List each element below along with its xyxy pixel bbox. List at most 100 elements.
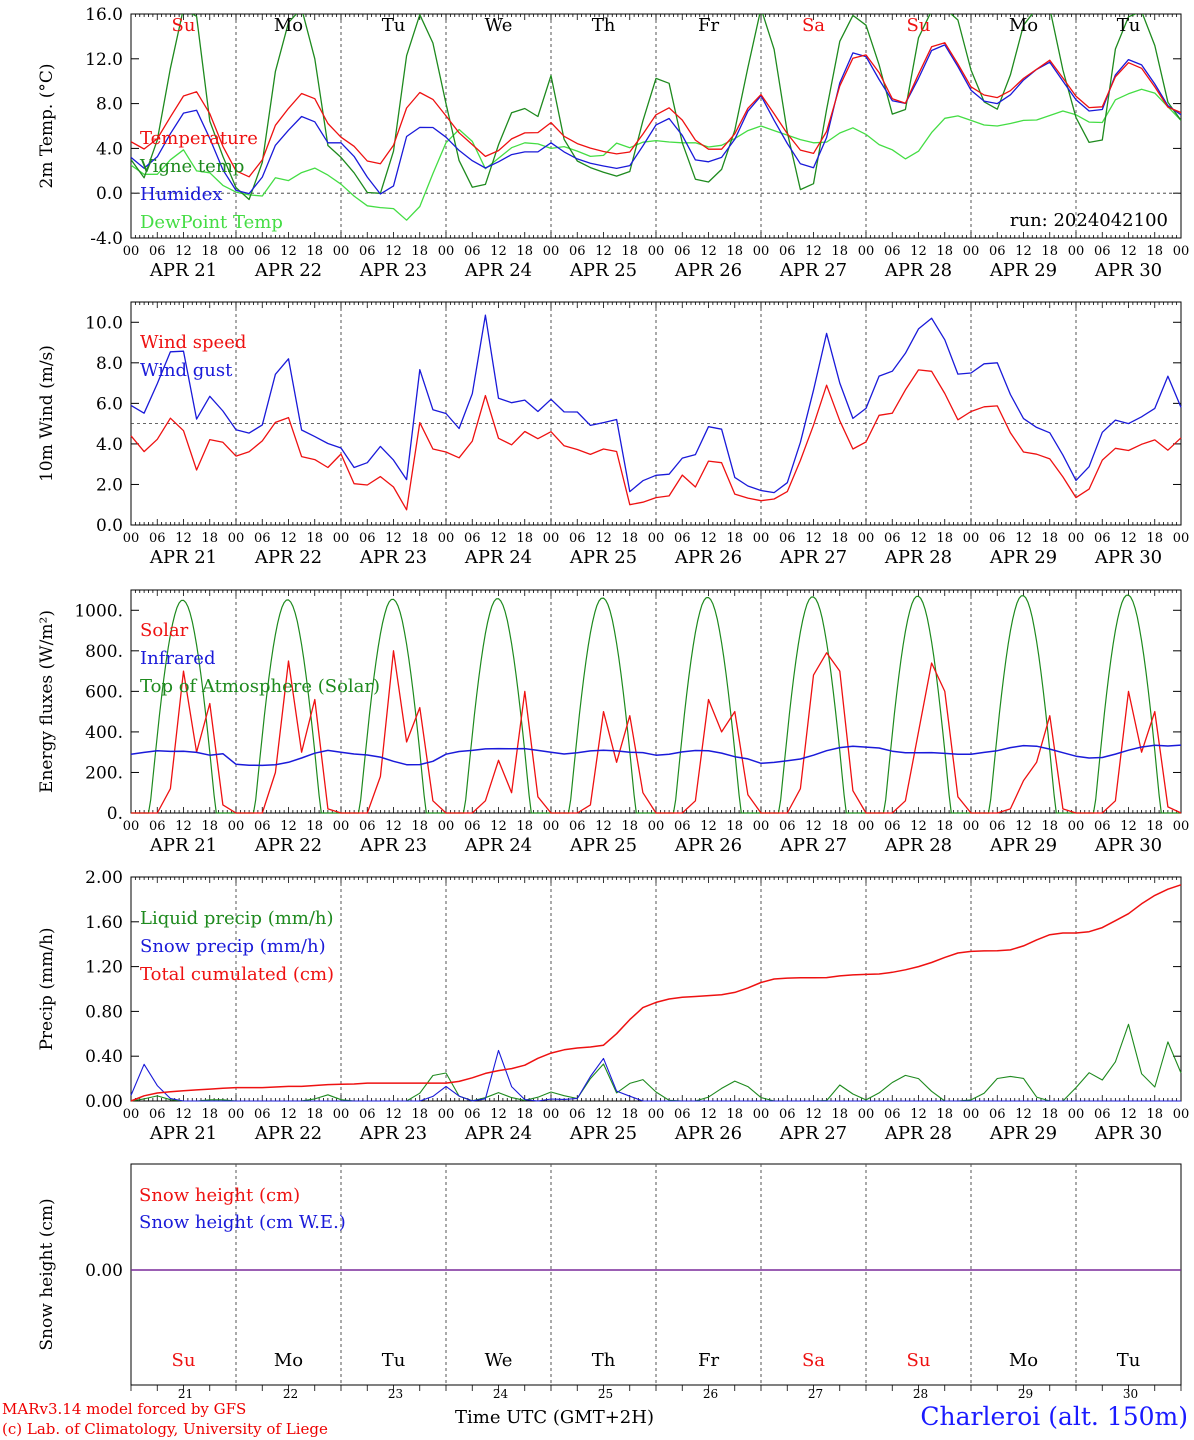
hour-tick-label: 06 — [254, 1107, 271, 1122]
y-tick-label: 4.0 — [96, 435, 123, 455]
hour-tick-label: 00 — [753, 819, 770, 834]
legend-entry: DewPoint Temp — [140, 212, 283, 233]
weekday-label: We — [485, 1350, 513, 1371]
date-label: APR 25 — [569, 1123, 637, 1144]
hour-tick-label: 18 — [516, 1107, 533, 1122]
hour-tick-label: 18 — [831, 1107, 848, 1122]
date-label: APR 26 — [674, 260, 742, 281]
legend-entry: Snow height (cm) — [139, 1185, 300, 1206]
weekday-label: Su — [172, 15, 196, 36]
hour-tick-label: 18 — [831, 531, 848, 546]
infrared-line — [130, 744, 1182, 767]
day-number-label: 23 — [388, 1387, 403, 1400]
date-label: APR 29 — [989, 835, 1057, 856]
hour-tick-label: 00 — [648, 819, 665, 834]
hour-tick-label: 00 — [543, 1107, 560, 1122]
hour-tick-label: 06 — [1094, 819, 1111, 834]
date-label: APR 30 — [1094, 547, 1162, 568]
y-tick-label: 16.0 — [85, 5, 123, 25]
legend-entry: Snow precip (mm/h) — [140, 936, 326, 957]
hour-tick-label: 12 — [595, 531, 612, 546]
hour-tick-label: 12 — [385, 819, 402, 834]
hour-tick-label: 00 — [753, 1107, 770, 1122]
hour-tick-label: 12 — [1015, 1107, 1032, 1122]
hour-tick-label: 18 — [411, 1107, 428, 1122]
hour-tick-label: 00 — [228, 1107, 245, 1122]
hour-tick-label: 12 — [280, 244, 297, 259]
weekday-label: Tu — [1117, 15, 1141, 36]
hour-tick-label: 18 — [201, 819, 218, 834]
wind-speed-line — [130, 369, 1182, 511]
hour-tick-label: 00 — [858, 819, 875, 834]
series-line-0 — [131, 42, 1181, 178]
hour-tick-label: 18 — [936, 1107, 953, 1122]
hour-tick-label: 12 — [280, 1107, 297, 1122]
wind-gust-line — [130, 314, 1182, 494]
y-tick-label: 4.0 — [96, 139, 123, 159]
date-label: APR 29 — [989, 1123, 1057, 1144]
legend-entry: Solar — [140, 620, 189, 641]
hour-tick-label: 00 — [1068, 1107, 1085, 1122]
hour-tick-label: 18 — [936, 819, 953, 834]
hour-tick-label: 18 — [936, 244, 953, 259]
weekday-label: Sa — [802, 1350, 825, 1371]
hour-tick-label: 00 — [1068, 244, 1085, 259]
y-tick-label: 200. — [85, 763, 123, 783]
hour-tick-label: 00 — [123, 819, 140, 834]
hour-tick-label: 12 — [1120, 1107, 1137, 1122]
legend-entry: Snow height (cm W.E.) — [139, 1212, 346, 1233]
hour-tick-label: 00 — [1068, 819, 1085, 834]
hour-tick-label: 18 — [621, 531, 638, 546]
date-label: APR 21 — [149, 1123, 217, 1144]
hour-tick-label: 06 — [569, 1107, 586, 1122]
date-label: APR 22 — [254, 1123, 322, 1144]
hour-tick-label: 18 — [1041, 1107, 1058, 1122]
hour-tick-label: 06 — [989, 1107, 1006, 1122]
hour-tick-label: 00 — [438, 244, 455, 259]
hour-tick-label: 00 — [123, 531, 140, 546]
hour-tick-label: 18 — [621, 1107, 638, 1122]
date-label: APR 25 — [569, 835, 637, 856]
hour-tick-label: 12 — [805, 1107, 822, 1122]
hour-tick-label: 12 — [175, 819, 192, 834]
hour-tick-label: 06 — [1094, 1107, 1111, 1122]
hour-tick-label: 18 — [1041, 244, 1058, 259]
hour-tick-label: 18 — [1146, 819, 1163, 834]
hour-tick-label: 12 — [595, 244, 612, 259]
date-label: APR 21 — [149, 835, 217, 856]
date-label: APR 21 — [149, 547, 217, 568]
weekday-label: Fr — [698, 1350, 719, 1371]
hour-tick-label: 12 — [490, 819, 507, 834]
legend-entry: Wind speed — [140, 332, 246, 353]
hour-tick-label: 00 — [753, 531, 770, 546]
hour-tick-label: 18 — [516, 819, 533, 834]
hour-tick-label: 00 — [333, 1107, 350, 1122]
hour-tick-label: 00 — [438, 1107, 455, 1122]
hour-tick-label: 00 — [1173, 1107, 1190, 1122]
date-label: APR 23 — [359, 1123, 427, 1144]
hour-tick-label: 00 — [543, 819, 560, 834]
station-name: Charleroi (alt. 150m) — [920, 1402, 1188, 1431]
hour-tick-label: 06 — [569, 819, 586, 834]
date-label: APR 24 — [464, 260, 532, 281]
day-number-label: 27 — [808, 1387, 823, 1400]
hour-tick-label: 06 — [1094, 244, 1111, 259]
hour-tick-label: 18 — [936, 531, 953, 546]
lab-credit: (c) Lab. of Climatology, University of L… — [2, 1420, 328, 1438]
hour-tick-label: 18 — [1146, 244, 1163, 259]
hour-tick-label: 06 — [674, 819, 691, 834]
hour-tick-label: 00 — [438, 819, 455, 834]
day-number-label: 30 — [1123, 1387, 1138, 1400]
hour-tick-label: 00 — [858, 531, 875, 546]
panel-frame — [130, 301, 1182, 526]
date-label: APR 27 — [779, 547, 847, 568]
hour-tick-label: 12 — [910, 819, 927, 834]
series-line-2 — [131, 44, 1181, 195]
weekday-label: Tu — [382, 1350, 406, 1371]
hour-tick-label: 18 — [201, 1107, 218, 1122]
hour-tick-label: 18 — [726, 1107, 743, 1122]
hour-tick-label: 12 — [490, 1107, 507, 1122]
hour-tick-label: 12 — [1015, 244, 1032, 259]
hour-tick-label: 12 — [385, 531, 402, 546]
